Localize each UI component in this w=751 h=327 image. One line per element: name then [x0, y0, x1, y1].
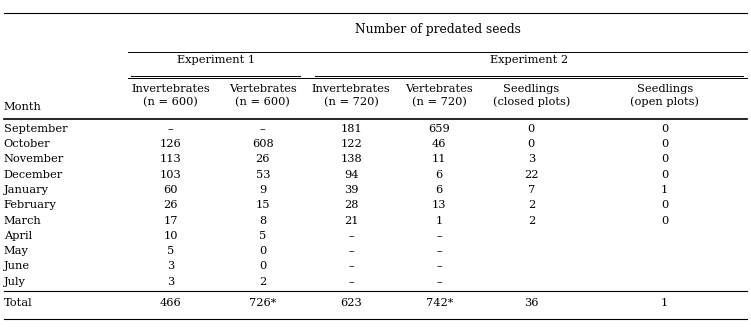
- Text: 7: 7: [528, 185, 535, 195]
- Text: 0: 0: [661, 200, 668, 210]
- Text: 5: 5: [167, 246, 174, 256]
- Text: –: –: [436, 277, 442, 287]
- Text: January: January: [4, 185, 49, 195]
- Text: Seedlings
(closed plots): Seedlings (closed plots): [493, 84, 570, 107]
- Text: 0: 0: [661, 170, 668, 180]
- Text: 10: 10: [164, 231, 178, 241]
- Text: 46: 46: [432, 139, 447, 149]
- Text: 659: 659: [429, 124, 450, 134]
- Text: March: March: [4, 215, 41, 226]
- Text: –: –: [348, 231, 354, 241]
- Text: 126: 126: [160, 139, 182, 149]
- Text: 15: 15: [255, 200, 270, 210]
- Text: 2: 2: [259, 277, 267, 287]
- Text: 1: 1: [436, 215, 443, 226]
- Text: 9: 9: [259, 185, 267, 195]
- Text: –: –: [260, 124, 266, 134]
- Text: 0: 0: [661, 124, 668, 134]
- Text: 39: 39: [344, 185, 358, 195]
- Text: 94: 94: [344, 170, 358, 180]
- Text: 0: 0: [661, 215, 668, 226]
- Text: –: –: [348, 246, 354, 256]
- Text: 5: 5: [259, 231, 267, 241]
- Text: 608: 608: [252, 139, 273, 149]
- Text: 0: 0: [528, 139, 535, 149]
- Text: November: November: [4, 154, 64, 164]
- Text: –: –: [348, 277, 354, 287]
- Text: –: –: [348, 261, 354, 271]
- Text: 8: 8: [259, 215, 267, 226]
- Text: December: December: [4, 170, 63, 180]
- Text: 6: 6: [436, 170, 443, 180]
- Text: –: –: [436, 246, 442, 256]
- Text: 742*: 742*: [426, 298, 453, 308]
- Text: 1: 1: [661, 185, 668, 195]
- Text: 60: 60: [164, 185, 178, 195]
- Text: Experiment 2: Experiment 2: [490, 56, 569, 65]
- Text: –: –: [168, 124, 173, 134]
- Text: 726*: 726*: [249, 298, 276, 308]
- Text: Invertebrates
(n = 720): Invertebrates (n = 720): [312, 84, 391, 107]
- Text: 26: 26: [255, 154, 270, 164]
- Text: 466: 466: [160, 298, 182, 308]
- Text: Month: Month: [4, 102, 41, 112]
- Text: July: July: [4, 277, 26, 287]
- Text: 122: 122: [340, 139, 362, 149]
- Text: June: June: [4, 261, 30, 271]
- Text: Number of predated seeds: Number of predated seeds: [354, 23, 520, 36]
- Text: 22: 22: [524, 170, 538, 180]
- Text: 1: 1: [661, 298, 668, 308]
- Text: –: –: [436, 231, 442, 241]
- Text: 26: 26: [164, 200, 178, 210]
- Text: 6: 6: [436, 185, 443, 195]
- Text: 2: 2: [528, 215, 535, 226]
- Text: 113: 113: [160, 154, 182, 164]
- Text: 0: 0: [259, 261, 267, 271]
- Text: 21: 21: [344, 215, 358, 226]
- Text: Vertebrates
(n = 600): Vertebrates (n = 600): [229, 84, 297, 107]
- Text: 11: 11: [432, 154, 447, 164]
- Text: Total: Total: [4, 298, 32, 308]
- Text: 28: 28: [344, 200, 358, 210]
- Text: 3: 3: [528, 154, 535, 164]
- Text: 0: 0: [661, 139, 668, 149]
- Text: 623: 623: [340, 298, 362, 308]
- Text: Vertebrates
(n = 720): Vertebrates (n = 720): [406, 84, 473, 107]
- Text: 103: 103: [160, 170, 182, 180]
- Text: Seedlings
(open plots): Seedlings (open plots): [630, 84, 699, 107]
- Text: 3: 3: [167, 277, 174, 287]
- Text: 138: 138: [340, 154, 362, 164]
- Text: 0: 0: [661, 154, 668, 164]
- Text: Experiment 1: Experiment 1: [176, 56, 255, 65]
- Text: October: October: [4, 139, 50, 149]
- Text: 0: 0: [528, 124, 535, 134]
- Text: 17: 17: [164, 215, 178, 226]
- Text: 3: 3: [167, 261, 174, 271]
- Text: May: May: [4, 246, 29, 256]
- Text: April: April: [4, 231, 32, 241]
- Text: February: February: [4, 200, 56, 210]
- Text: 181: 181: [340, 124, 362, 134]
- Text: 53: 53: [255, 170, 270, 180]
- Text: –: –: [436, 261, 442, 271]
- Text: 0: 0: [259, 246, 267, 256]
- Text: September: September: [4, 124, 68, 134]
- Text: Invertebrates
(n = 600): Invertebrates (n = 600): [131, 84, 210, 107]
- Text: 36: 36: [524, 298, 538, 308]
- Text: 13: 13: [432, 200, 447, 210]
- Text: 2: 2: [528, 200, 535, 210]
